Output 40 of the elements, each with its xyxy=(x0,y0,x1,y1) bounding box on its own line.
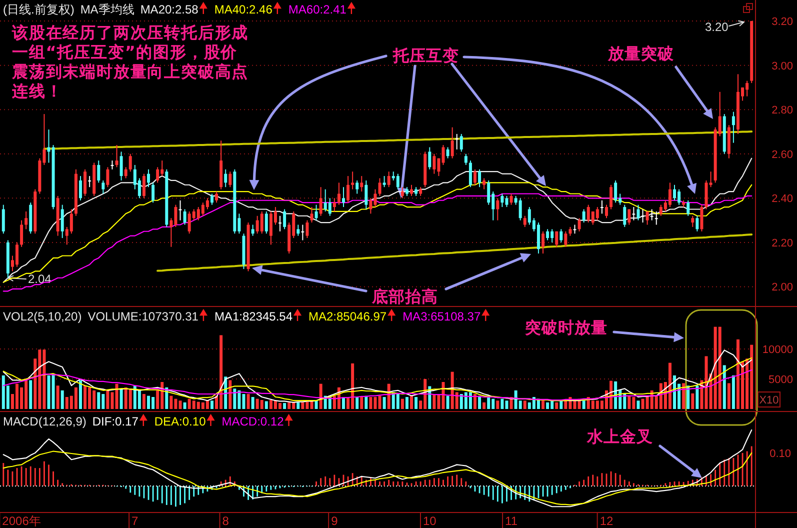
y-tick-label: 5000 xyxy=(768,374,793,386)
x-tick-label: 12 xyxy=(600,514,614,528)
y-tick-label: 2.60 xyxy=(772,148,793,161)
text: DEA:0.10 xyxy=(154,414,206,428)
y-tick-label: 2.40 xyxy=(772,193,793,206)
text: MA40:2.46 xyxy=(214,2,273,16)
x-tick-label: 11 xyxy=(505,514,518,528)
x-tick-label: 7 xyxy=(132,514,139,528)
text: MA2:85046.97 xyxy=(308,309,387,324)
annotation: 该股在经历了两次压转托后形成一组“托压互变”的图形，股价震荡到末端时放量向上突破高点连线！ xyxy=(11,22,249,101)
y-axis-title: X10 xyxy=(759,394,779,406)
legend-title: MA季均线 xyxy=(80,2,134,16)
text: MACD:0.12 xyxy=(222,414,284,428)
text: MA3:65108.37 xyxy=(402,309,481,324)
text: 0.10 xyxy=(770,448,791,460)
y-tick-label: 10000 xyxy=(762,344,793,356)
y-tick-label: 2.20 xyxy=(772,237,793,250)
y-tick-label: 2.80 xyxy=(772,104,793,117)
annotation: 底部抬高 xyxy=(371,286,438,306)
x-tick-label: 2006年 xyxy=(2,514,41,528)
chart-title: VOL2(5,10,20) xyxy=(3,309,82,324)
annotation: 托压互变 xyxy=(392,46,459,65)
annotation: 放量突破 xyxy=(607,44,674,63)
x-tick-label: 8 xyxy=(222,514,230,528)
text: DIF:0.17 xyxy=(92,414,139,428)
text: MA20:2.58 xyxy=(140,2,199,16)
y-tick-label: 3.00 xyxy=(772,60,793,72)
x-tick-label: 9 xyxy=(331,514,338,528)
annotation: VOLUME:107370.31 xyxy=(88,309,199,324)
y-tick-label: 3.20 xyxy=(772,16,793,28)
chart-title: (日线.前复权) xyxy=(3,2,74,16)
text: MA1:82345.54 xyxy=(214,309,293,324)
annotation: 3.20 xyxy=(705,20,729,34)
annotation: 水上金叉 xyxy=(586,426,653,446)
chart-title: MACD(12,26,9) xyxy=(3,414,86,428)
text: MA60:2.41 xyxy=(288,2,347,16)
annotation: 2.04 xyxy=(28,272,52,286)
annotation: 突破时放量 xyxy=(524,318,608,337)
x-tick-label: 10 xyxy=(422,514,437,528)
y-tick-label: 2.00 xyxy=(772,282,793,294)
